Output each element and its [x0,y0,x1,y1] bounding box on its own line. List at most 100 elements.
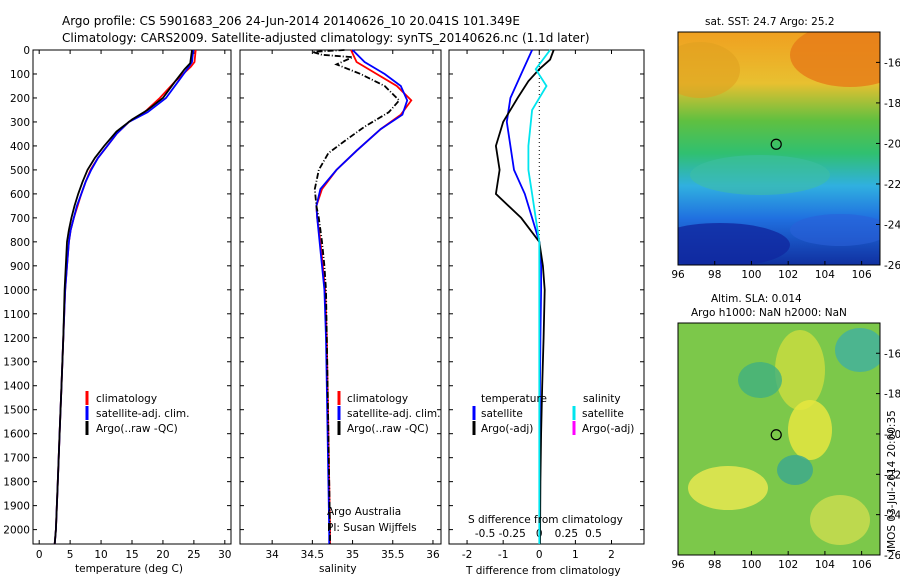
sst-warm-patch [678,42,740,98]
y-tick-label: 900 [10,261,30,273]
y-tick-label: 1200 [3,333,30,345]
map-y-tick-label: -20 [884,138,900,150]
difference-series [494,49,555,545]
sst-warm-patch [790,32,880,87]
sla-axes-frame [677,322,881,556]
title-line-1: Argo profile: CS 5901683_206 24-Jun-2014… [62,14,520,28]
series-line [505,49,542,544]
difference-depth-ticks [449,49,644,531]
temperature-series [53,49,197,545]
sst-map-panel: sat. SST: 24.7 Argo: 25.2 96 98 100 102 104 1… [671,16,900,281]
y-tick-label: 1100 [3,309,30,321]
temperature-legend: climatology satellite-adj. clim. Argo(..… [85,391,189,435]
y-tick-label: 200 [10,93,30,105]
legend-label-argo: Argo(..raw -QC) [96,423,178,435]
sst-front [690,155,830,195]
temperature-x-label: temperature (deg C) [75,563,183,575]
temperature-x-ticks: 0 5 10 15 20 25 30 [36,50,232,561]
x-tick-label: 0 [536,549,543,561]
sst-heatmap [678,32,880,265]
map-x-tick-label: 98 [708,559,721,571]
s-difference-label: S difference from climatology [468,514,623,526]
depth-ticks: 0 100 200 300 400 500 600 700 800 900 1000 1100 1200… [3,45,231,537]
sla-low-patch [738,362,782,398]
y-tick-label: 700 [10,213,30,225]
sla-map-title-1: Altim. SLA: 0.014 [711,293,802,305]
x2-tick-label: -0.25 [499,528,526,540]
sla-low-patch [835,328,880,372]
legend-label-s-satellite: satellite [582,408,624,420]
salinity-depth-ticks [240,49,441,531]
legend-label-climatology: climatology [96,393,157,405]
legend-label-satellite: satellite-adj. clim. [347,408,440,420]
t-difference-label: T difference from climatology [465,565,621,577]
y-tick-label: 1800 [3,477,30,489]
footer-stamp: IMOS 03-Jul-2014 20:00:35 [886,410,898,552]
temperature-axes-frame [32,49,232,545]
x2-tick-label: 0.25 [555,528,578,540]
x2-tick-label: 0.5 [585,528,602,540]
sst-cold-patch [790,214,880,246]
difference-x2-ticks: -0.5-0.2500.250.5 [475,50,602,544]
x-tick-label: 34.5 [301,549,324,561]
x-tick-label: 5 [67,549,74,561]
map-x-tick-label: 100 [741,559,761,571]
x-tick-label: 10 [94,549,107,561]
sst-cold-patch [678,223,790,265]
y-tick-label: 100 [10,69,30,81]
x2-tick-label: -0.5 [475,528,496,540]
map-x-tick-label: 96 [671,269,685,281]
sla-map-panel: Altim. SLA: 0.014 Argo h1000: NaN h2000:… [671,293,900,571]
y-tick-label: 600 [10,189,30,201]
salinity-x-label: salinity [319,563,357,575]
legend-title-temperature: temperature [481,393,547,405]
map-x-tick-label: 100 [741,269,761,281]
map-x-tick-label: 102 [778,559,798,571]
map-x-tick-label: 104 [815,559,835,571]
sst-map-title: sat. SST: 24.7 Argo: 25.2 [705,16,835,28]
y-tick-label: 300 [10,117,30,129]
salinity-panel: 34 34.5 35 35.5 36 salinity climatology sate… [239,49,442,575]
map-y-tick-label: -16 [884,348,900,360]
y-tick-label: 1300 [3,357,30,369]
sla-heatmap [678,323,880,555]
legend-label-argo: Argo(..raw -QC) [347,423,429,435]
series-line [312,49,401,544]
y-tick-label: 1700 [3,453,30,465]
argo-location-marker [770,138,782,150]
x-tick-label: 34 [265,549,279,561]
legend-label-satellite: satellite-adj. clim. [96,408,189,420]
map-y-tick-label: -18 [884,98,900,110]
map-x-tick-label: 106 [852,269,872,281]
legend-label-s-argo: Argo(-adj) [582,423,634,435]
y-tick-label: 500 [10,165,30,177]
sst-axes-frame [677,31,881,266]
map-x-tick-label: 96 [671,559,685,571]
salinity-axes-frame [239,49,442,545]
x-tick-label: 20 [156,549,169,561]
map-y-tick-label: -22 [884,469,900,481]
title-line-2: Climatology: CARS2009. Satellite-adjuste… [62,31,590,45]
legend-label-t-satellite: satellite [481,408,523,420]
series-line [315,49,413,544]
map-y-tick-label: -24 [884,510,900,522]
temperature-panel: 0100200300400500600700800900100011001200… [3,45,232,575]
salinity-x-ticks: 34 34.5 35 35.5 36 [265,50,440,561]
series-line [53,49,195,545]
annotation-pi: PI: Susan Wijffels [327,522,417,534]
map-x-tick-label: 106 [852,559,872,571]
map-y-tick-label: -22 [884,179,900,191]
legend-label-t-argo: Argo(-adj) [481,423,533,435]
salinity-series [312,49,413,544]
sla-map-ticks: 96 98 100 102 104 106 -16 -18 -20 -22 -24 -26 [671,348,900,571]
difference-panel: -2 -1 0 1 2 -0.5-0.25 0 0.25 0.5 S difference f… [448,49,645,577]
series-line [315,49,409,544]
argo-location-marker [770,429,782,441]
difference-x-ticks: -2 -1 0 1 2 [462,50,615,561]
annotation-argo-australia: Argo Australia [327,506,401,518]
x-tick-label: 35 [346,549,359,561]
y-tick-label: 1000 [3,285,30,297]
y-tick-label: 1900 [3,501,30,513]
map-y-tick-label: -16 [884,57,900,69]
